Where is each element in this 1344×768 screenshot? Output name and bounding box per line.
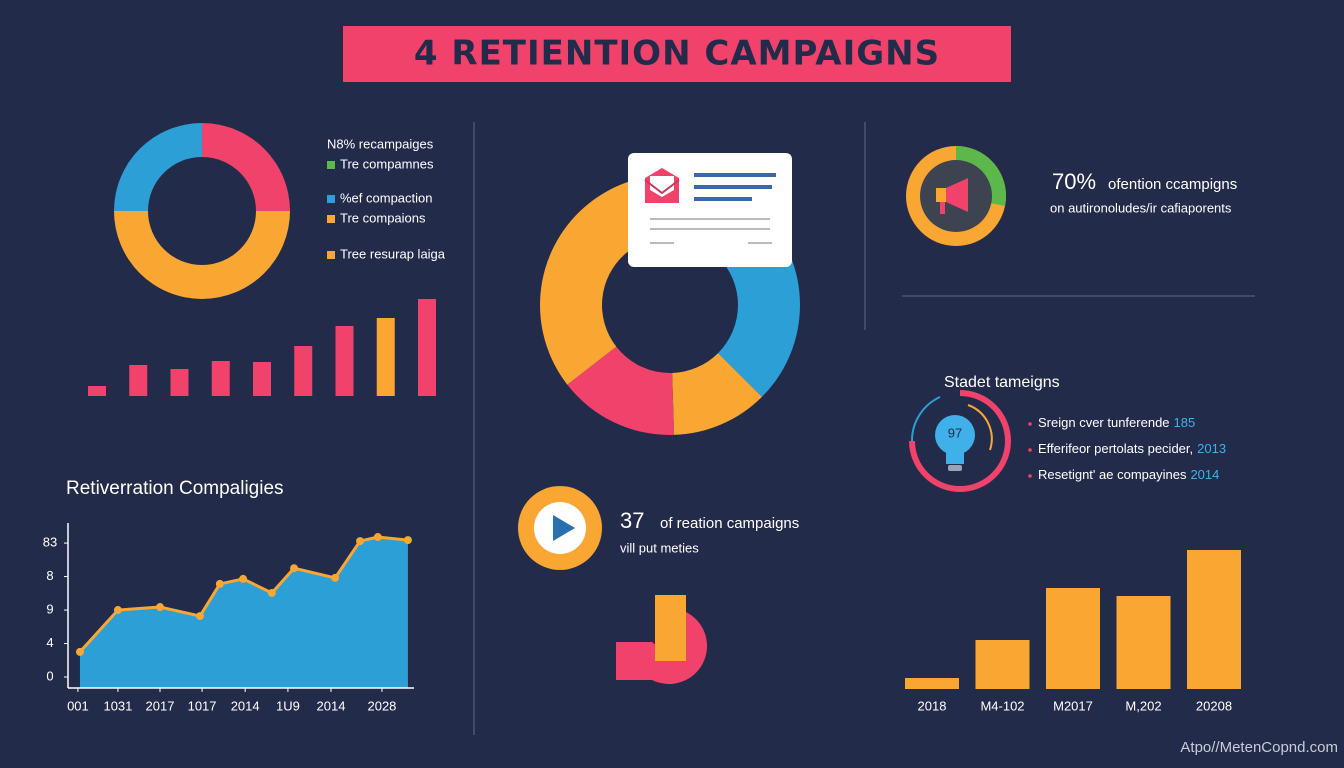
point — [373, 533, 382, 542]
bar — [1116, 596, 1171, 689]
area — [79, 537, 408, 688]
stat-subtext: on autironoludes/ir cafiaporents — [1050, 200, 1232, 215]
legend-label: %ef compaction — [340, 190, 433, 205]
point — [267, 588, 276, 597]
x-tick-label: 2018 — [918, 698, 947, 713]
stat-text: ofention ccampigns — [1108, 176, 1237, 193]
list-item: Sreign cver tunferende 185 — [1038, 415, 1195, 430]
x-tick-label: 20208 — [1196, 698, 1232, 713]
y-tick-label: 4 — [46, 635, 53, 650]
point — [239, 574, 248, 583]
legend-label: Tree resurap laiga — [340, 246, 446, 261]
list: Sreign cver tunferende 185 Efferifeor pert… — [1028, 415, 1226, 482]
bar — [211, 361, 230, 396]
point — [196, 612, 205, 621]
bulb-icon — [909, 390, 1011, 492]
y-tick-label: 0 — [46, 668, 53, 683]
bullet — [1028, 474, 1032, 478]
donut-segment — [672, 353, 762, 435]
stat-text: of reation campaigns — [660, 515, 799, 532]
x-tick-label: 001 — [67, 698, 89, 713]
point — [75, 647, 84, 656]
bar — [335, 326, 354, 396]
x-tick-label: 2017 — [146, 698, 175, 713]
item-text: Resetignt' ae compayines — [1038, 467, 1187, 482]
legend-label: N8% recampaiges — [327, 136, 434, 151]
title-box — [343, 26, 1011, 82]
bar — [1187, 550, 1241, 689]
legend-swatch — [327, 251, 335, 259]
item-number: 2014 — [1190, 467, 1219, 482]
x-tick-label: M2017 — [1053, 698, 1093, 713]
item-number: 185 — [1174, 415, 1196, 430]
legend-label: Tre compamnes — [340, 156, 434, 171]
stat-number: 37 — [620, 508, 644, 533]
list-item: Resetignt' ae compayines 2014 — [1038, 467, 1219, 482]
bar — [905, 678, 959, 689]
x-tick-label: 2028 — [367, 698, 396, 713]
bar — [88, 386, 106, 396]
bar — [253, 362, 271, 396]
play-icon — [518, 486, 602, 570]
point — [215, 579, 224, 588]
bar — [170, 369, 189, 396]
point — [356, 537, 365, 546]
x-tick-label: 1031 — [103, 698, 132, 713]
footer: Atpo//MetenCopnd.com — [1180, 739, 1338, 756]
legend-label: Tre compaions — [340, 210, 426, 225]
x-tick-label: 2014 — [317, 698, 346, 713]
y-tick-label: 8 — [46, 568, 53, 583]
point — [290, 564, 299, 573]
bar — [418, 299, 436, 396]
x-tick-label: M4-102 — [980, 698, 1024, 713]
email-card — [628, 153, 792, 267]
legend-swatch — [327, 215, 335, 223]
y-tick-label: 9 — [46, 601, 53, 616]
x-tick-label: 2014 — [231, 698, 260, 713]
donut-segment — [114, 211, 290, 299]
list-item: Efferifeor pertolats pecider, 2013 — [1038, 441, 1226, 456]
bar — [975, 640, 1030, 689]
x-tick-label: 1017 — [188, 698, 217, 713]
bar — [294, 346, 313, 396]
bullet — [1028, 448, 1032, 452]
bar — [376, 318, 395, 396]
stat-number: 70% — [1052, 169, 1096, 194]
stat-subtext: vill put meties — [620, 540, 699, 555]
item-number: 2013 — [1197, 441, 1226, 456]
x-tick-label: M,202 — [1125, 698, 1161, 713]
j-shape — [616, 595, 708, 685]
bar — [129, 365, 148, 396]
x-tick-label: 1U9 — [276, 698, 300, 713]
chart-title: Retiverration Compaligies — [66, 478, 284, 499]
title: 4 RETIENTION CAMPAIGNS — [414, 34, 940, 74]
bulb-badge: 97 — [948, 425, 962, 440]
item-text: Sreign cver tunferende — [1038, 415, 1170, 430]
legend-swatch — [327, 195, 335, 203]
megaphone-icon — [906, 145, 1007, 246]
point — [403, 536, 412, 545]
list-title: Stadet tameigns — [944, 374, 1060, 391]
item-text: Efferifeor pertolats pecider, — [1038, 441, 1193, 456]
donut-segment — [202, 123, 290, 211]
point — [331, 573, 340, 582]
bar — [1046, 588, 1100, 689]
bullet — [1028, 422, 1032, 426]
legend-swatch — [327, 161, 335, 169]
point — [155, 603, 164, 612]
y-tick-label: 83 — [43, 535, 57, 550]
donut-segment — [567, 346, 675, 435]
donut-segment — [114, 123, 202, 211]
point — [113, 606, 122, 615]
